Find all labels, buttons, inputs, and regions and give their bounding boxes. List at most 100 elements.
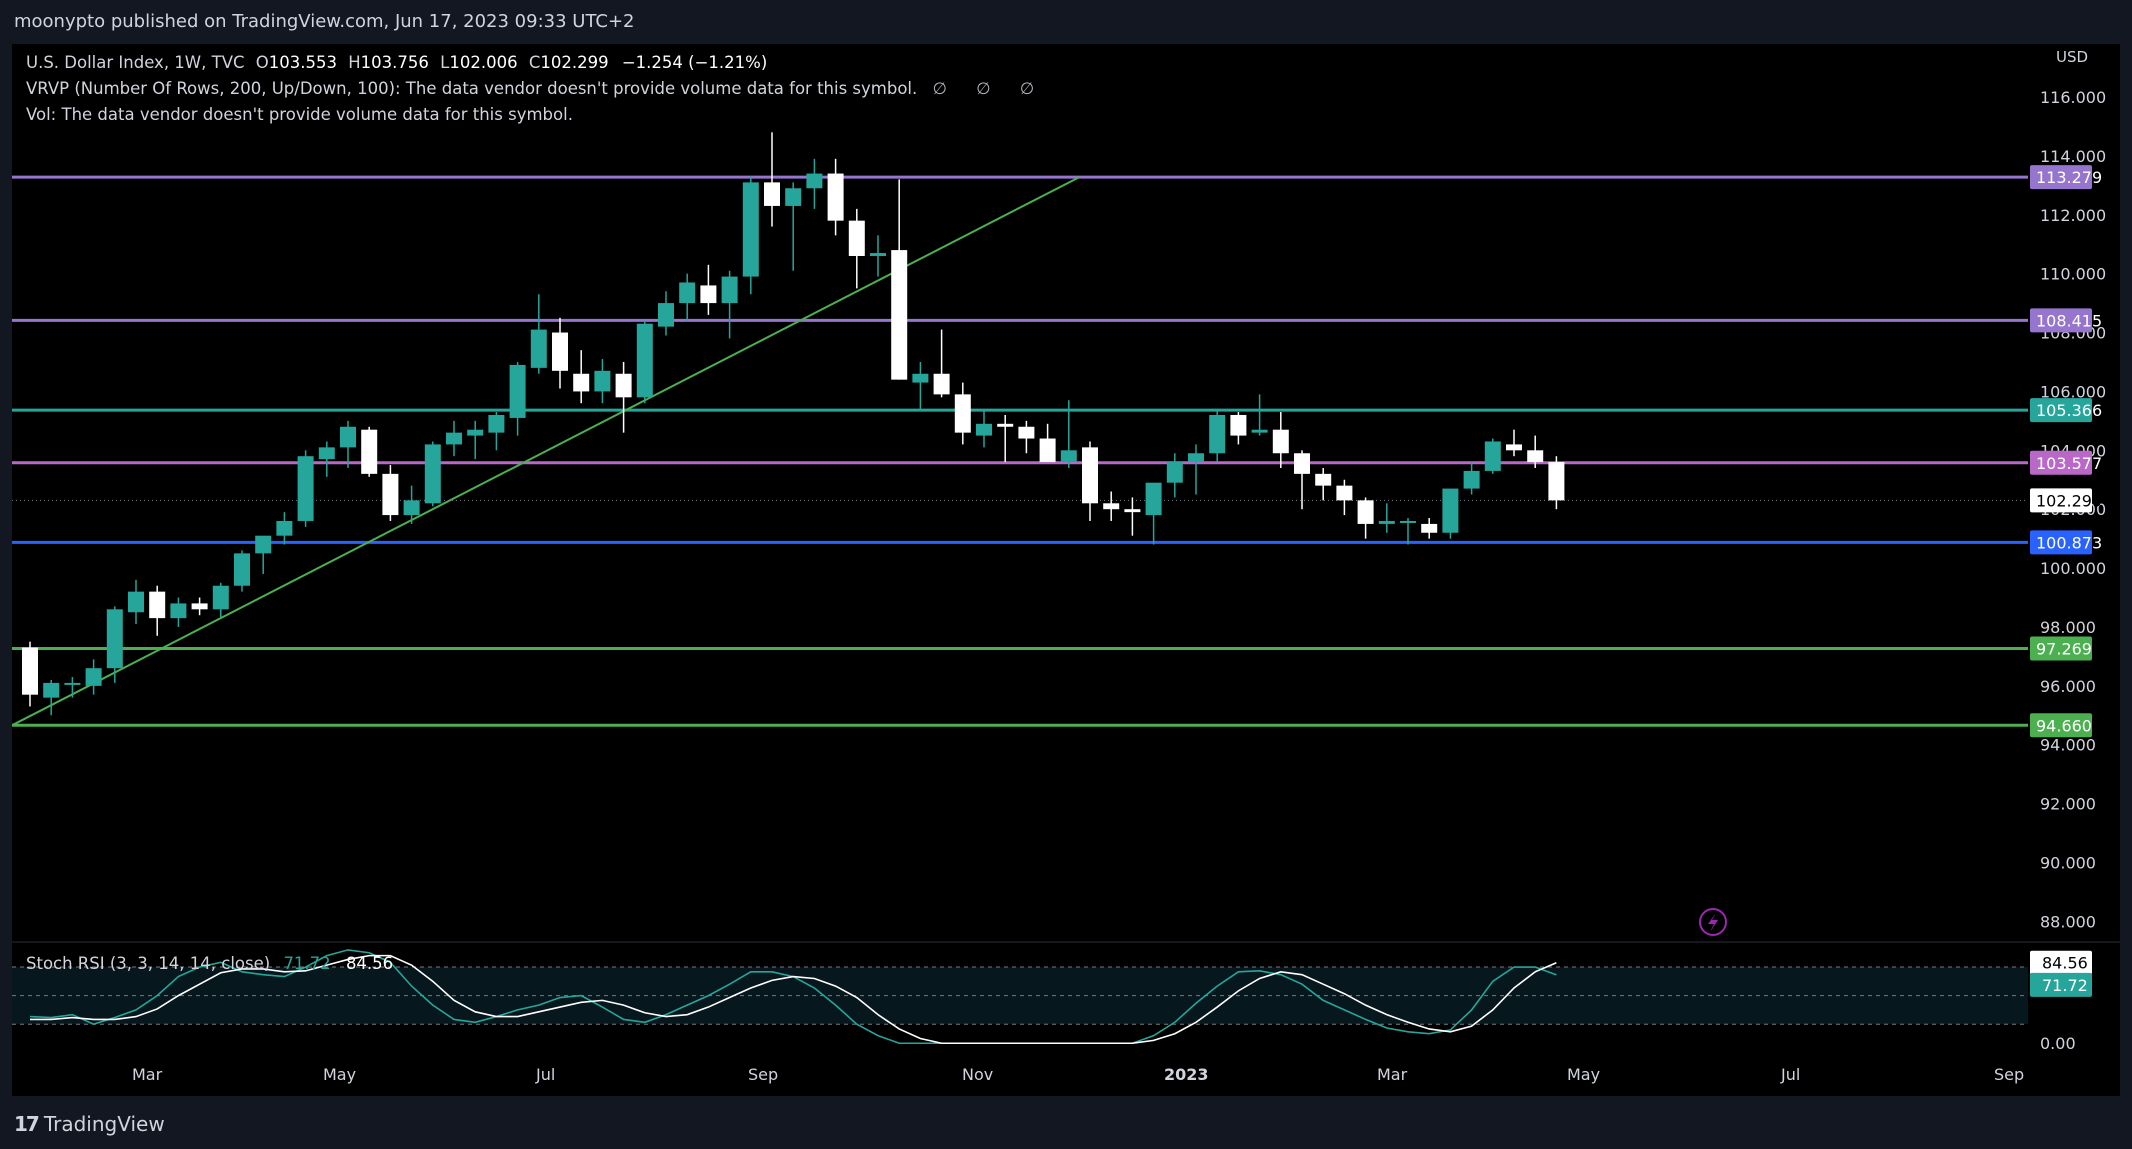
candle[interactable] (1294, 453, 1310, 474)
candle[interactable] (1378, 520, 1395, 524)
candle[interactable] (1421, 523, 1438, 533)
candle[interactable] (340, 426, 356, 448)
candle[interactable] (424, 444, 441, 504)
candle[interactable] (1548, 462, 1565, 501)
candle[interactable] (1103, 503, 1120, 510)
candle[interactable] (318, 447, 335, 460)
candle[interactable] (1060, 450, 1077, 463)
level-price-tag (2030, 713, 2092, 738)
stoch-name[interactable]: Stoch RSI (3, 3, 14, 14, close) (26, 954, 271, 973)
lightning-icon[interactable] (1699, 908, 1727, 936)
candle[interactable] (933, 373, 950, 395)
candle[interactable] (764, 182, 780, 206)
candle[interactable] (255, 535, 272, 554)
low-key: L (440, 53, 450, 72)
chart-canvas[interactable]: USD 88.000 90.000 92.000 94.000 96.000 98.000 1… (12, 44, 2120, 1096)
candle[interactable] (594, 370, 611, 392)
candle[interactable] (615, 373, 632, 398)
candle[interactable] (1527, 450, 1544, 463)
candle[interactable] (912, 373, 929, 383)
vrvp-text[interactable]: VRVP (Number Of Rows, 200, Up/Down, 100)… (26, 79, 918, 98)
candle[interactable] (806, 173, 823, 189)
candle[interactable] (1272, 429, 1289, 454)
price-tick-label: 98.000 (2040, 618, 2096, 637)
stoch-legend: Stoch RSI (3, 3, 14, 14, close) 71.72 84… (26, 954, 393, 973)
candle[interactable] (1082, 447, 1098, 504)
candle[interactable] (1039, 438, 1056, 463)
price-tick-label: 116.000 (2040, 88, 2106, 107)
candle[interactable] (106, 609, 123, 669)
candle[interactable] (1400, 520, 1416, 523)
candle[interactable] (870, 253, 886, 256)
stoch-series-d[interactable] (30, 954, 1557, 1045)
candle[interactable] (467, 429, 484, 436)
candle[interactable] (1124, 509, 1141, 513)
stoch-k-value: 71.72 (283, 954, 331, 973)
candle[interactable] (212, 585, 229, 610)
candle[interactable] (1442, 488, 1459, 533)
chart-area[interactable]: USD 88.000 90.000 92.000 94.000 96.000 98.000 1… (12, 44, 2120, 1096)
time-tick-label: 2023 (1164, 1065, 1209, 1084)
candle[interactable] (488, 414, 505, 433)
candle[interactable] (170, 603, 187, 619)
candle[interactable] (954, 394, 971, 433)
candle[interactable] (1463, 470, 1480, 489)
candle[interactable] (742, 182, 759, 277)
candle[interactable] (1506, 444, 1522, 451)
candle[interactable] (1484, 441, 1501, 471)
candle[interactable] (1336, 485, 1353, 501)
candle[interactable] (721, 276, 738, 304)
stoch-k-tag (2030, 972, 2092, 997)
candle[interactable] (1209, 414, 1226, 454)
candle[interactable] (552, 332, 568, 371)
candle[interactable] (191, 603, 208, 610)
candle[interactable] (85, 668, 102, 686)
candle[interactable] (891, 250, 908, 380)
candle[interactable] (1018, 426, 1035, 439)
level-price-tag (2030, 450, 2092, 475)
candle[interactable] (1251, 429, 1268, 433)
candle[interactable] (1145, 482, 1162, 516)
candle[interactable] (976, 423, 992, 436)
candle[interactable] (827, 173, 844, 221)
candle[interactable] (848, 220, 865, 256)
candle[interactable] (679, 282, 696, 304)
candle[interactable] (361, 429, 378, 474)
candle[interactable] (64, 682, 81, 685)
high-key: H (348, 53, 361, 72)
candle[interactable] (1188, 453, 1204, 463)
candle[interactable] (1315, 473, 1332, 486)
tradingview-logo[interactable]: 17 TradingView (14, 1112, 165, 1136)
currency-label: USD (2056, 48, 2088, 66)
candle[interactable] (658, 303, 674, 327)
trendline[interactable] (12, 176, 1080, 727)
candle[interactable] (276, 520, 293, 536)
candle[interactable] (149, 591, 166, 619)
candle[interactable] (1166, 462, 1183, 483)
time-tick-label: Mar (1377, 1065, 1408, 1084)
candle[interactable] (636, 323, 653, 398)
candle[interactable] (22, 647, 38, 695)
candle[interactable] (573, 373, 590, 392)
candle[interactable] (1357, 500, 1374, 524)
candle[interactable] (530, 329, 547, 368)
candle[interactable] (297, 456, 314, 521)
candle[interactable] (446, 432, 462, 445)
time-tick-label: Mar (132, 1065, 163, 1084)
candle[interactable] (997, 423, 1014, 427)
brand-name: TradingView (43, 1112, 165, 1136)
stoch-k-tag-label: 71.72 (2042, 976, 2088, 995)
candle[interactable] (1230, 414, 1247, 436)
price-tick-label: 112.000 (2040, 206, 2106, 225)
vol-text[interactable]: Vol: The data vendor doesn't provide vol… (26, 105, 573, 124)
candle[interactable] (700, 285, 717, 304)
candle[interactable] (509, 364, 526, 418)
candle[interactable] (403, 500, 420, 516)
candle[interactable] (234, 553, 250, 586)
time-tick-label: Jul (535, 1065, 555, 1084)
candle[interactable] (128, 591, 144, 613)
symbol-name[interactable]: U.S. Dollar Index, 1W, TVC (26, 53, 245, 72)
candle[interactable] (785, 188, 802, 206)
candle[interactable] (43, 682, 60, 698)
candle[interactable] (382, 473, 399, 516)
